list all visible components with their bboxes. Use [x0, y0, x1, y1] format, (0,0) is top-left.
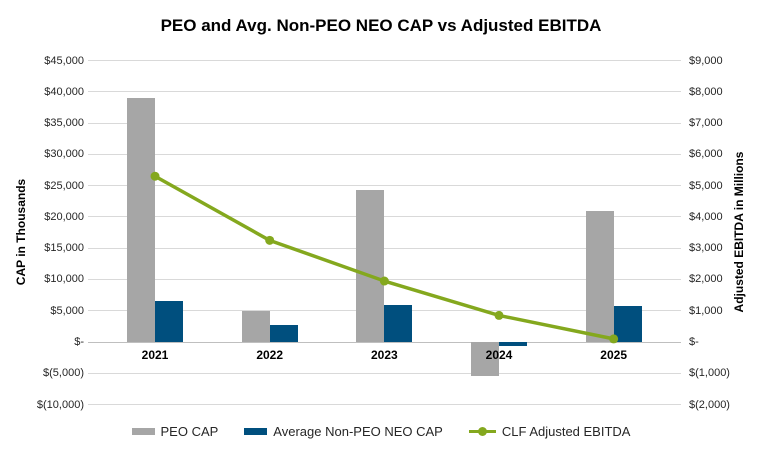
right-axis-tick: $4,000 — [689, 210, 723, 223]
left-axis-tick: $20,000 — [44, 210, 84, 223]
gridline — [88, 60, 681, 61]
average-non-peo-neo-cap-bar-2021 — [155, 301, 184, 342]
right-axis-tick: $1,000 — [689, 304, 723, 317]
legend-swatch-peo-cap — [131, 427, 155, 435]
gridline — [88, 122, 681, 124]
peo-cap-bar-2021 — [127, 98, 156, 342]
left-axis-tick: $5,000 — [50, 304, 84, 317]
right-axis-tick: $5,000 — [689, 179, 723, 192]
right-axis-tick: $- — [689, 336, 699, 349]
clf-adjusted-ebitda-marker-2022 — [265, 235, 275, 245]
right-axis-tick: $2,000 — [689, 273, 723, 286]
left-axis-tick: $40,000 — [44, 85, 84, 98]
gridline — [88, 404, 681, 406]
gridline — [88, 372, 681, 374]
left-axis-tick: $- — [74, 336, 84, 349]
legend-swatch-clf-adjusted-ebitda — [468, 426, 496, 436]
average-non-peo-neo-cap-bar-2024 — [499, 342, 527, 347]
legend-item-peo-cap: PEO CAP — [131, 423, 219, 439]
average-non-peo-neo-cap-bar-2025 — [613, 305, 642, 343]
gridline — [88, 91, 681, 93]
left-axis-tick: $25,000 — [44, 179, 84, 192]
legend-label: Average Non-PEO NEO CAP — [273, 423, 443, 439]
left-axis-tick: $45,000 — [44, 54, 84, 67]
x-axis-label-2023: 2023 — [370, 348, 398, 363]
left-axis-title: CAP in Thousands — [14, 178, 28, 286]
gridline — [88, 341, 681, 343]
right-axis-tick: $3,000 — [689, 242, 723, 255]
legend-line-marker — [477, 426, 487, 436]
chart-legend: PEO CAP Average Non-PEO NEO CAP CLF Adjust… — [0, 421, 762, 441]
right-axis-tick: $9,000 — [689, 54, 723, 67]
gridline — [88, 153, 681, 155]
gridline — [88, 185, 681, 187]
left-axis-tick: $30,000 — [44, 148, 84, 161]
left-axis-tick: $(5,000) — [43, 367, 84, 380]
average-non-peo-neo-cap-bar-2023 — [384, 305, 413, 343]
peo-cap-bar-2025 — [585, 211, 614, 343]
peo-cap-bar-2022 — [241, 310, 270, 342]
clf-adjusted-ebitda-marker-2024 — [494, 310, 504, 320]
right-axis-tick: $8,000 — [689, 85, 723, 98]
legend-item-clf-adjusted-ebitda: CLF Adjusted EBITDA — [468, 423, 631, 439]
right-axis-tick: $7,000 — [689, 117, 723, 130]
right-axis-tick: $(2,000) — [689, 398, 730, 411]
legend-item-average-non-peo-neo-cap: Average Non-PEO NEO CAP — [244, 424, 443, 439]
x-axis-label-2025: 2025 — [600, 348, 628, 363]
left-axis-tick: $35,000 — [44, 117, 84, 130]
x-axis-label-2021: 2021 — [141, 348, 169, 363]
left-axis-tick: $15,000 — [44, 242, 84, 255]
legend-label: CLF Adjusted EBITDA — [501, 423, 631, 439]
right-axis-title: Adjusted EBITDA in Millions — [732, 151, 746, 313]
left-axis-tick: $10,000 — [44, 273, 84, 286]
x-axis-label-2024: 2024 — [485, 348, 513, 363]
x-axis-label-2022: 2022 — [256, 348, 284, 363]
peo-cap-bar-2023 — [356, 189, 385, 342]
right-axis-tick: $6,000 — [689, 148, 723, 161]
chart-title: PEO and Avg. Non-PEO NEO CAP vs Adjusted… — [160, 16, 602, 35]
average-non-peo-neo-cap-bar-2022 — [269, 324, 298, 343]
legend-swatch-average-non-peo-neo-cap — [244, 427, 268, 435]
right-axis-tick: $(1,000) — [689, 367, 730, 380]
left-axis-tick: $(10,000) — [36, 398, 84, 411]
legend-label: PEO CAP — [160, 423, 219, 439]
peo-cap-bar-2024 — [471, 342, 499, 376]
